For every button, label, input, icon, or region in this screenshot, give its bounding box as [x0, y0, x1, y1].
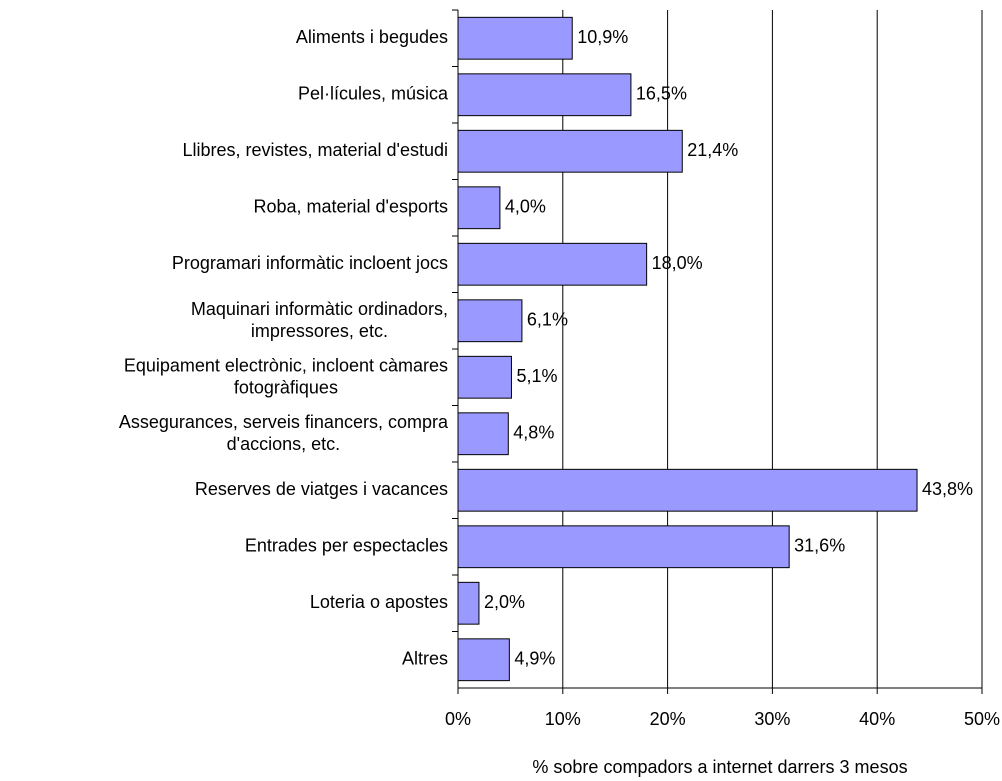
value-label: 18,0% [652, 253, 703, 273]
bar [457, 73, 632, 117]
x-tick-label: 20% [650, 709, 686, 729]
bar [457, 638, 510, 682]
y-tick-label: Maquinari informàtic ordinadors, impresso… [191, 299, 448, 341]
value-label: 31,6% [794, 536, 845, 556]
value-label: 5,1% [516, 366, 557, 386]
x-tick-label: 40% [859, 709, 895, 729]
value-label: 10,9% [577, 27, 628, 47]
bar [457, 186, 501, 230]
bar [457, 525, 790, 569]
value-label: 6,1% [527, 310, 568, 330]
x-tick-label: 0% [445, 709, 471, 729]
y-tick-label: Reserves de viatges i vacances [195, 479, 448, 499]
y-tick-label: Llibres, revistes, material d'estudi [182, 140, 448, 160]
x-tick-label: 30% [754, 709, 790, 729]
value-label: 21,4% [687, 140, 738, 160]
value-label: 4,9% [514, 649, 555, 669]
y-tick-label: Assegurances, serveis financers, compra d… [119, 412, 449, 454]
bar [457, 242, 648, 286]
y-tick-label: Programari informàtic incloent jocs [172, 253, 448, 273]
bar [457, 468, 918, 512]
bar [457, 581, 480, 625]
value-label: 4,0% [505, 197, 546, 217]
bar [457, 299, 523, 343]
y-tick-label: Aliments i begudes [296, 27, 448, 47]
y-tick-label: Equipament electrònic, incloent càmares f… [124, 355, 448, 397]
y-tick-label: Loteria o apostes [310, 592, 448, 612]
bar [457, 16, 573, 60]
y-tick-label: Entrades per espectacles [245, 536, 448, 556]
value-label: 4,8% [513, 423, 554, 443]
bar [457, 355, 512, 399]
y-tick-label: Roba, material d'esports [253, 197, 448, 217]
value-label: 16,5% [636, 84, 687, 104]
x-tick-label: 10% [545, 709, 581, 729]
x-tick-label: 50% [964, 709, 1000, 729]
y-tick-label: Altres [402, 649, 448, 669]
bar [457, 412, 509, 456]
value-label: 43,8% [922, 479, 973, 499]
x-axis-label: % sobre compadors a internet darrers 3 m… [532, 757, 907, 777]
y-tick-label: Pel·lícules, música [298, 84, 449, 104]
bar [457, 129, 683, 173]
value-label: 2,0% [484, 592, 525, 612]
